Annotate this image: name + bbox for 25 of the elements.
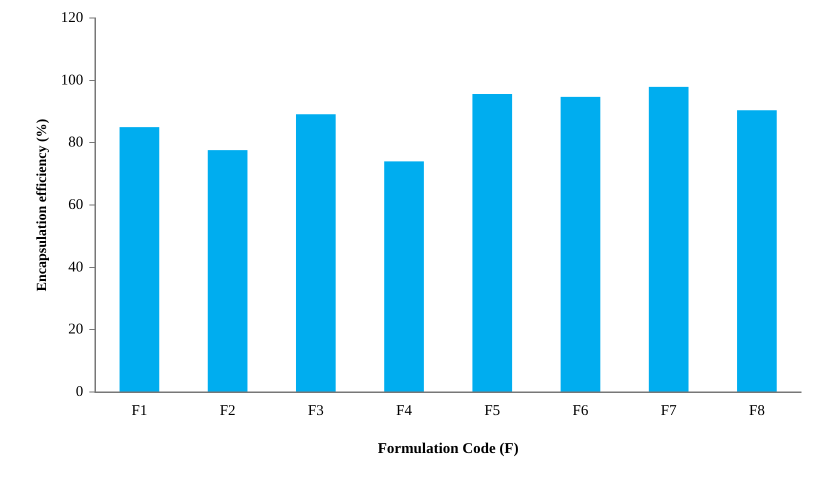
y-tick-label: 80 bbox=[68, 134, 84, 151]
y-tick-label: 120 bbox=[60, 10, 84, 26]
bar bbox=[648, 86, 689, 392]
x-axis-title: Formulation Code (F) bbox=[378, 440, 519, 457]
bar bbox=[472, 94, 512, 392]
y-tick-label: 40 bbox=[68, 259, 84, 276]
x-tick-label: F2 bbox=[220, 402, 236, 419]
bar bbox=[296, 114, 336, 392]
x-tick-label: F7 bbox=[660, 402, 678, 419]
bar bbox=[120, 127, 160, 392]
y-tick-label: 100 bbox=[60, 72, 84, 88]
bar bbox=[384, 161, 424, 392]
y-axis-title: Encapsulation efficiency (%) bbox=[35, 118, 50, 292]
x-tick-label: F6 bbox=[572, 402, 589, 419]
x-tick-label: F3 bbox=[308, 402, 324, 419]
y-tick-label: 60 bbox=[68, 196, 84, 213]
bar bbox=[737, 110, 777, 392]
y-tick-label: 0 bbox=[76, 384, 84, 400]
bar bbox=[208, 150, 248, 392]
y-tick-label: 20 bbox=[68, 322, 84, 338]
bar bbox=[560, 96, 600, 392]
x-tick-label: F1 bbox=[131, 402, 148, 419]
x-tick-label: F5 bbox=[484, 402, 500, 419]
x-tick-label: F4 bbox=[396, 402, 412, 419]
x-tick-label: F8 bbox=[748, 402, 765, 419]
